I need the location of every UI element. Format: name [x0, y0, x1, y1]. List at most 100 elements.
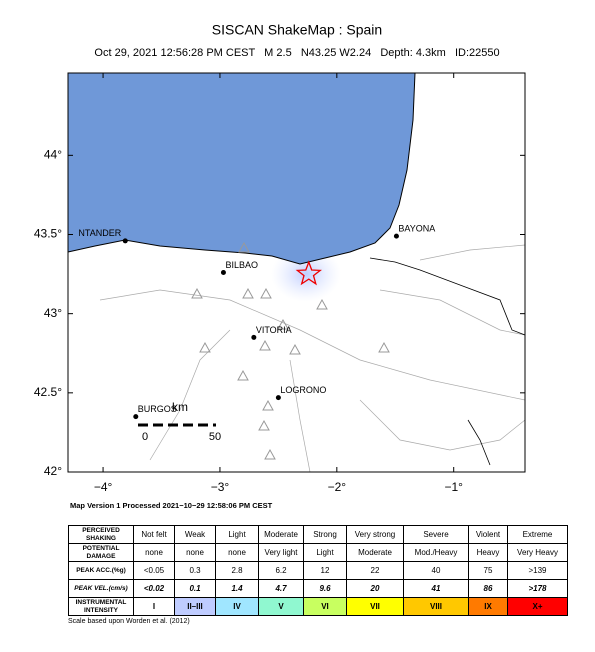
city-label: BURGOS [138, 404, 177, 414]
city-label: LOGRONO [280, 385, 326, 395]
city-label: BILBAO [225, 260, 258, 270]
subtitle: Oct 29, 2021 12:56:28 PM CEST M 2.5 N43.… [94, 47, 499, 59]
city-label: VITORIA [256, 325, 292, 335]
station [378, 341, 390, 353]
city-dot [393, 233, 399, 239]
sea [67, 72, 416, 265]
station [262, 399, 274, 411]
city-dot [122, 238, 128, 244]
table-cell: >178 [507, 579, 568, 598]
table-cell: 9.6 [303, 579, 347, 598]
table-cell: X+ [507, 597, 568, 616]
table-cell: Very Heavy [507, 543, 568, 562]
table-cell: none [174, 543, 216, 562]
table-cell: Very light [258, 543, 304, 562]
table-cell: POTENTIAL DAMAGE [68, 543, 134, 562]
city-dot [251, 334, 257, 340]
station [258, 419, 270, 431]
intensity-table: PERCEIVED SHAKING Not felt Weak Light Modera… [68, 525, 568, 616]
table-cell: 40 [403, 561, 469, 580]
footnote: Scale based upon Worden et al. (2012) [68, 618, 190, 625]
table-row: INSTRUMENTAL INTENSITY I II–III IV V VI VII VII… [68, 597, 568, 616]
table-cell: 2.8 [215, 561, 259, 580]
table-cell: II–III [174, 597, 216, 616]
table-cell: Light [215, 525, 259, 544]
station [277, 318, 289, 330]
table-cell: Heavy [468, 543, 508, 562]
table-cell: <0.02 [133, 579, 175, 598]
table-row: PEAK VEL.(cm/s) <0.02 0.1 1.4 4.7 9.6 20 41 86 >1… [68, 579, 568, 598]
table-cell: Moderate [258, 525, 304, 544]
city-label: NTANDER [78, 228, 121, 238]
table-cell: PERCEIVED SHAKING [68, 525, 134, 544]
station [238, 241, 250, 253]
table-cell: 6.2 [258, 561, 304, 580]
station [199, 341, 211, 353]
table-cell: none [133, 543, 175, 562]
station [316, 298, 328, 310]
x-tick-label: −4° [94, 480, 113, 494]
scale-label: 50 [209, 431, 221, 443]
table-cell: I [133, 597, 175, 616]
scale-label: 0 [142, 431, 148, 443]
table-cell: PEAK ACC.(%g) [68, 561, 134, 580]
station [260, 287, 272, 299]
stations [191, 241, 390, 460]
table-cell: Light [303, 543, 347, 562]
borders [369, 257, 526, 466]
table-cell: 4.7 [258, 579, 304, 598]
rivers [99, 244, 526, 473]
station [259, 339, 271, 351]
table-row: PEAK ACC.(%g) <0.05 0.3 2.8 6.2 12 22 40 75 >139 [68, 561, 568, 580]
table-cell: <0.05 [133, 561, 175, 580]
title: SISCAN ShakeMap : Spain [212, 22, 382, 38]
table-cell: 86 [468, 579, 508, 598]
table-cell: VI [303, 597, 347, 616]
table-cell: Severe [403, 525, 469, 544]
table-cell: 41 [403, 579, 469, 598]
city-dot [133, 414, 139, 420]
y-tick-label: 43.5° [34, 227, 62, 241]
table-cell: IV [215, 597, 259, 616]
station [264, 448, 276, 460]
table-cell: PEAK VEL.(cm/s) [68, 579, 134, 598]
table-cell: >139 [507, 561, 568, 580]
table-cell: Very strong [346, 525, 404, 544]
station [237, 369, 249, 381]
city-dot [220, 270, 226, 275]
table-cell: Extreme [507, 525, 568, 544]
x-tick-label: −2° [328, 480, 347, 494]
table-cell: V [258, 597, 304, 616]
station [242, 287, 254, 299]
y-tick-label: 44° [44, 148, 62, 162]
table-cell: Moderate [346, 543, 404, 562]
city-label: BAYONA [398, 223, 435, 233]
table-cell: 12 [303, 561, 347, 580]
y-tick-label: 42° [44, 464, 62, 478]
table-cell: Strong [303, 525, 347, 544]
table-cell: Not felt [133, 525, 175, 544]
y-tick-label: 43° [44, 306, 62, 320]
station [289, 343, 301, 355]
table-cell: none [215, 543, 259, 562]
table-cell: 0.3 [174, 561, 216, 580]
x-tick-label: −3° [211, 480, 230, 494]
table-row: PERCEIVED SHAKING Not felt Weak Light Modera… [68, 525, 568, 544]
scale-unit: km [172, 400, 188, 414]
table-row: POTENTIAL DAMAGE none none none Very light Li… [68, 543, 568, 562]
table-cell: 75 [468, 561, 508, 580]
table-cell: Violent [468, 525, 508, 544]
table-cell: 1.4 [215, 579, 259, 598]
table-cell: IX [468, 597, 508, 616]
table-cell: INSTRUMENTAL INTENSITY [68, 597, 134, 616]
station [191, 287, 203, 299]
processed: Map Version 1 Processed 2021−10−29 12:58… [70, 501, 273, 510]
table-cell: Mod./Heavy [403, 543, 469, 562]
epicenter [295, 260, 322, 286]
city-dot [275, 395, 281, 401]
table-cell: VII [346, 597, 404, 616]
map-frame [67, 72, 526, 473]
table-cell: 0.1 [174, 579, 216, 598]
